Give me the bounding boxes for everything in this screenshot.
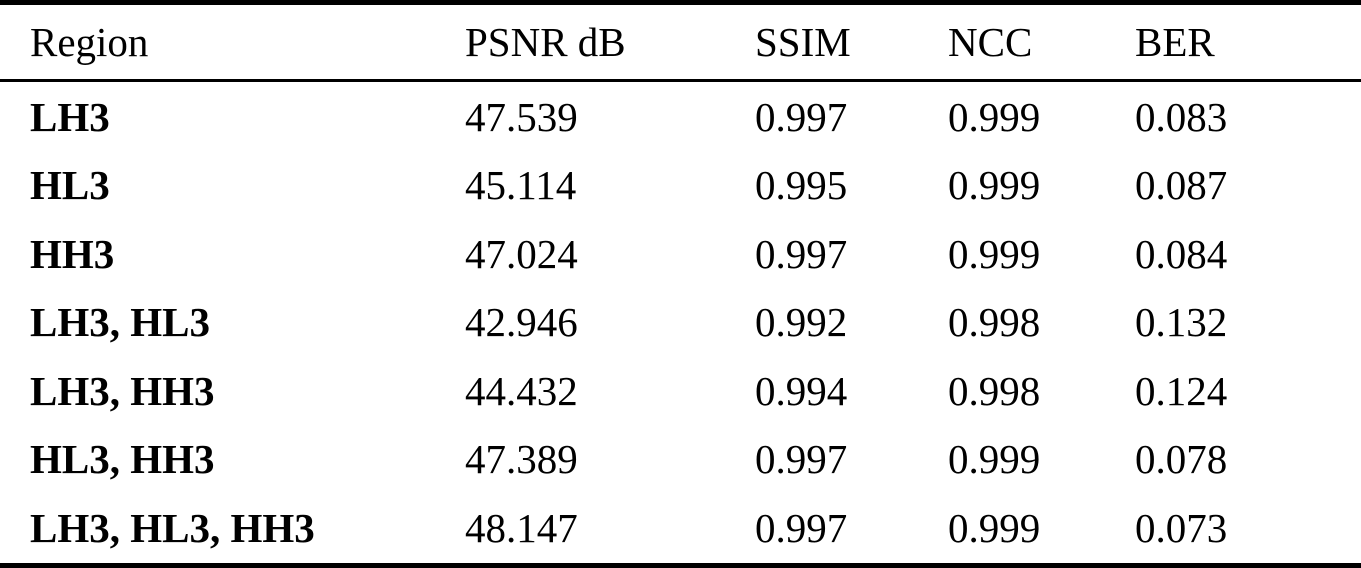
table-row: HH3 47.024 0.997 0.999 0.084 — [0, 220, 1361, 288]
cell-ncc: 0.999 — [948, 230, 1041, 277]
cell-ncc: 0.998 — [948, 367, 1041, 414]
cell-psnr: 45.114 — [465, 162, 577, 209]
cell-ssim: 0.997 — [755, 230, 848, 277]
cell-psnr: 47.539 — [465, 93, 578, 140]
column-header-ssim: SSIM — [755, 2, 948, 82]
table-row: LH3, HL3, HH3 48.147 0.997 0.999 0.073 — [0, 493, 1361, 565]
cell-region: HL3, HH3 — [30, 436, 215, 483]
cell-region: LH3, HL3, HH3 — [30, 505, 315, 552]
table-row: HL3, HH3 47.389 0.997 0.999 0.078 — [0, 425, 1361, 493]
cell-ber: 0.084 — [1135, 230, 1228, 277]
cell-psnr: 48.147 — [465, 505, 578, 552]
cell-ssim: 0.994 — [755, 367, 848, 414]
cell-ncc: 0.999 — [948, 505, 1041, 552]
cell-ssim: 0.997 — [755, 436, 848, 483]
cell-psnr: 47.389 — [465, 436, 578, 483]
table-row: HL3 45.114 0.995 0.999 0.087 — [0, 151, 1361, 219]
cell-region: LH3, HH3 — [30, 367, 215, 414]
cell-ncc: 0.999 — [948, 162, 1041, 209]
cell-region: LH3 — [30, 93, 110, 140]
column-header-ber: BER — [1135, 2, 1361, 82]
cell-ncc: 0.998 — [948, 299, 1041, 346]
cell-ssim: 0.997 — [755, 505, 848, 552]
cell-psnr: 44.432 — [465, 367, 578, 414]
cell-ber: 0.132 — [1135, 299, 1228, 346]
cell-ssim: 0.997 — [755, 93, 848, 140]
column-header-psnr: PSNR dB — [465, 2, 755, 82]
cell-ssim: 0.992 — [755, 299, 848, 346]
cell-ncc: 0.999 — [948, 436, 1041, 483]
cell-ssim: 0.995 — [755, 162, 848, 209]
table-row: LH3 47.539 0.997 0.999 0.083 — [0, 81, 1361, 152]
cell-ber: 0.083 — [1135, 93, 1228, 140]
cell-ber: 0.124 — [1135, 367, 1228, 414]
cell-psnr: 42.946 — [465, 299, 578, 346]
column-header-region: Region — [0, 2, 465, 82]
cell-ncc: 0.999 — [948, 93, 1041, 140]
cell-region: HL3 — [30, 162, 110, 209]
header-row: Region PSNR dB SSIM NCC BER — [0, 2, 1361, 82]
cell-ber: 0.087 — [1135, 162, 1228, 209]
cell-region: LH3, HL3 — [30, 299, 210, 346]
column-header-ncc: NCC — [948, 2, 1135, 82]
table-row: LH3, HL3 42.946 0.992 0.998 0.132 — [0, 288, 1361, 356]
cell-ber: 0.073 — [1135, 505, 1228, 552]
cell-psnr: 47.024 — [465, 230, 578, 277]
cell-region: HH3 — [30, 230, 115, 277]
cell-ber: 0.078 — [1135, 436, 1228, 483]
table-row: LH3, HH3 44.432 0.994 0.998 0.124 — [0, 357, 1361, 425]
